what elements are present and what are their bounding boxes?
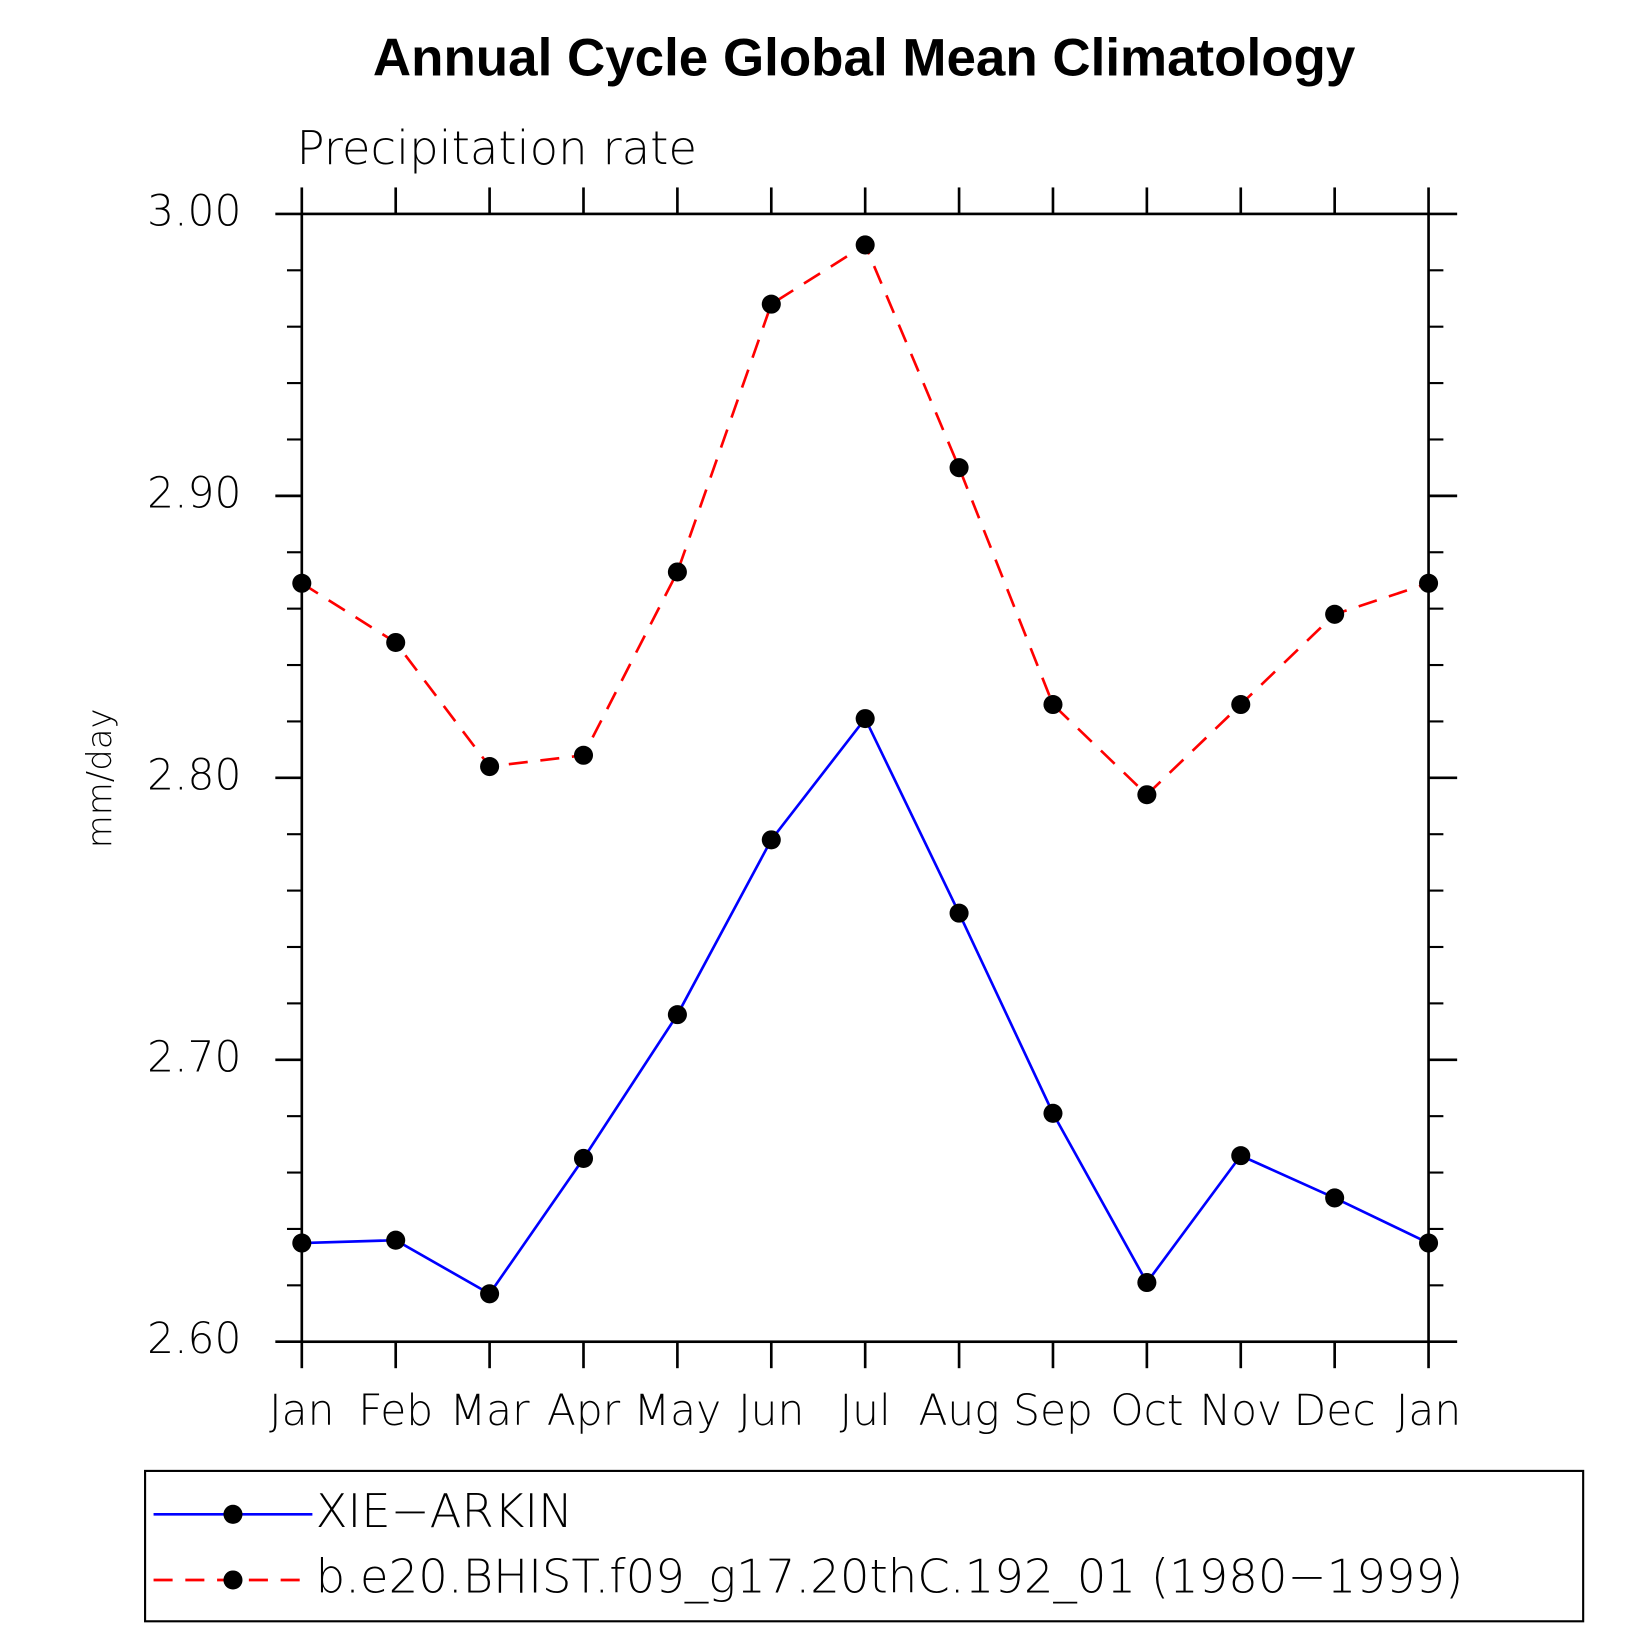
x-tick-label: Mar: [450, 1386, 530, 1435]
data-point: [1231, 694, 1251, 715]
data-point: [1137, 785, 1157, 805]
y-tick-label: 2.60: [147, 1314, 241, 1363]
x-tick-label: Jan: [269, 1386, 334, 1435]
data-point: [761, 830, 781, 850]
data-point: [667, 1005, 687, 1025]
data-point: [855, 235, 875, 255]
x-tick-label: Oct: [1110, 1386, 1183, 1435]
x-tick-label: Dec: [1294, 1386, 1376, 1435]
legend-marker: [223, 1570, 243, 1590]
y-tick-label: 2.80: [147, 750, 241, 799]
chart-subtitle: Precipitation rate: [297, 121, 698, 175]
data-point: [1043, 694, 1063, 715]
x-tick-label: Jul: [840, 1386, 891, 1435]
data-point: [480, 1284, 500, 1304]
data-point: [573, 1148, 594, 1168]
chart-title: Annual Cycle Global Mean Climatology: [373, 28, 1356, 87]
data-point: [949, 903, 969, 923]
data-point: [1419, 573, 1439, 593]
data-point: [1325, 604, 1345, 624]
x-tick-label: Feb: [358, 1386, 433, 1435]
plot-frame: [300, 212, 1430, 1344]
data-point: [1325, 1188, 1345, 1208]
y-axis-label: mm/day: [80, 708, 119, 848]
x-tick-label: Jan: [1396, 1386, 1461, 1435]
data-point: [573, 745, 594, 765]
x-tick-label: Nov: [1199, 1386, 1282, 1435]
legend-marker: [223, 1504, 243, 1524]
y-tick-label: 3.00: [147, 186, 241, 235]
x-tick-label: May: [634, 1386, 722, 1435]
legend-label: XIE−ARKIN: [316, 1484, 573, 1538]
data-point: [1043, 1103, 1063, 1123]
data-point: [1419, 1233, 1439, 1253]
data-point: [386, 632, 406, 653]
data-point: [292, 573, 312, 593]
x-tick-label: Jun: [738, 1386, 804, 1435]
series-line: [301, 716, 1430, 1296]
legend-label: b.e20.BHIST.f09_g17.20thC.192_01 (1980−1…: [316, 1549, 1464, 1603]
legend-box: [144, 1469, 1585, 1623]
x-tick-label: Apr: [547, 1386, 621, 1435]
data-point: [761, 294, 781, 314]
y-tick-label: 2.70: [147, 1032, 241, 1081]
data-point: [855, 709, 875, 729]
data-point: [292, 1233, 312, 1253]
data-point: [386, 1230, 406, 1250]
x-tick-label: Sep: [1013, 1386, 1093, 1435]
data-point: [1231, 1146, 1251, 1166]
data-point: [667, 562, 687, 582]
data-point: [949, 458, 969, 478]
data-point: [1137, 1272, 1157, 1293]
y-tick-label: 2.90: [147, 468, 241, 517]
x-tick-label: Aug: [918, 1386, 999, 1435]
data-point: [480, 757, 500, 777]
